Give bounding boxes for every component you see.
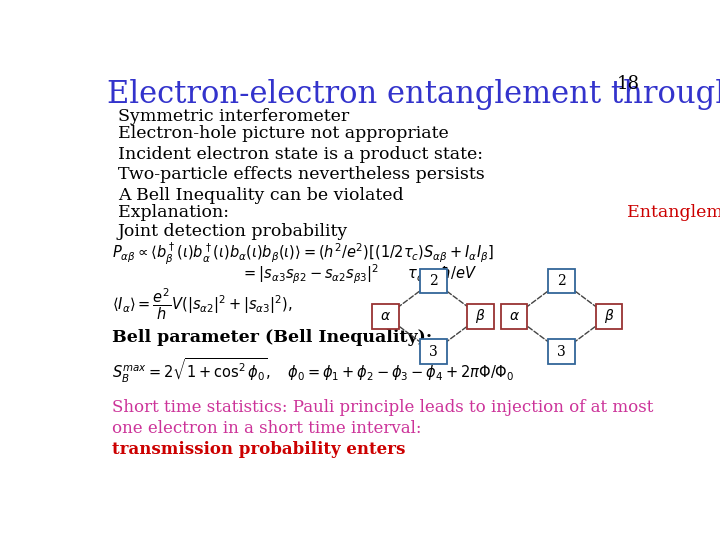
Text: $\beta$: $\beta$ xyxy=(475,307,486,326)
FancyBboxPatch shape xyxy=(420,339,446,364)
Text: Symmetric interferometer: Symmetric interferometer xyxy=(118,109,355,125)
Text: $= |s_{\alpha 3} s_{\beta 2} - s_{\alpha 2} s_{\beta 3}|^2 \qquad \tau_c = \hbar: $= |s_{\alpha 3} s_{\beta 2} - s_{\alpha… xyxy=(240,263,477,286)
FancyBboxPatch shape xyxy=(500,304,528,329)
FancyBboxPatch shape xyxy=(595,304,622,329)
FancyBboxPatch shape xyxy=(467,304,494,329)
Text: 18: 18 xyxy=(616,75,639,93)
Text: Bell parameter (Bell Inequality):: Bell parameter (Bell Inequality): xyxy=(112,329,433,346)
Text: $\langle I_\alpha \rangle = \dfrac{e^2}{h} V(|s_{\alpha 2}|^2 + |s_{\alpha 3}|^2: $\langle I_\alpha \rangle = \dfrac{e^2}{… xyxy=(112,286,293,321)
Text: A Bell Inequality can be violated: A Bell Inequality can be violated xyxy=(118,187,403,204)
Text: $\alpha$: $\alpha$ xyxy=(508,309,520,323)
Text: Explanation:: Explanation: xyxy=(118,204,235,221)
Text: $\alpha$: $\alpha$ xyxy=(380,309,391,323)
Text: 3: 3 xyxy=(429,345,438,359)
Text: $P_{\alpha\beta} \propto \langle b^\dagger_\beta(\iota) b^\dagger_\alpha(\iota) : $P_{\alpha\beta} \propto \langle b^\dagg… xyxy=(112,240,495,266)
Text: $\beta$: $\beta$ xyxy=(604,307,614,326)
Text: Short time statistics: Pauli principle leads to injection of at most: Short time statistics: Pauli principle l… xyxy=(112,400,654,416)
Text: Entanglement through ``postselection" (measurement): Entanglement through ``postselection" (m… xyxy=(627,204,720,221)
Text: Joint detection probability: Joint detection probability xyxy=(118,224,348,240)
FancyBboxPatch shape xyxy=(548,268,575,294)
Text: 3: 3 xyxy=(557,345,566,359)
Text: transmission probability enters: transmission probability enters xyxy=(112,441,405,458)
Text: 2: 2 xyxy=(557,274,566,288)
FancyBboxPatch shape xyxy=(372,304,399,329)
FancyBboxPatch shape xyxy=(420,268,446,294)
Text: $S_B^{max} = 2\sqrt{1+\cos^2\phi_0}, \quad \phi_0 = \phi_1+\phi_2-\phi_3-\phi_4+: $S_B^{max} = 2\sqrt{1+\cos^2\phi_0}, \qu… xyxy=(112,356,515,384)
Text: one electron in a short time interval:: one electron in a short time interval: xyxy=(112,420,427,437)
Text: Two-particle effects nevertheless persists: Two-particle effects nevertheless persis… xyxy=(118,166,485,184)
Text: 2: 2 xyxy=(429,274,438,288)
Text: Incident electron state is a product state:: Incident electron state is a product sta… xyxy=(118,146,488,163)
Text: Electron-electron entanglement through postselection: Electron-electron entanglement through p… xyxy=(107,79,720,110)
FancyBboxPatch shape xyxy=(548,339,575,364)
Text: Electron-hole picture not appropriate: Electron-hole picture not appropriate xyxy=(118,125,449,142)
